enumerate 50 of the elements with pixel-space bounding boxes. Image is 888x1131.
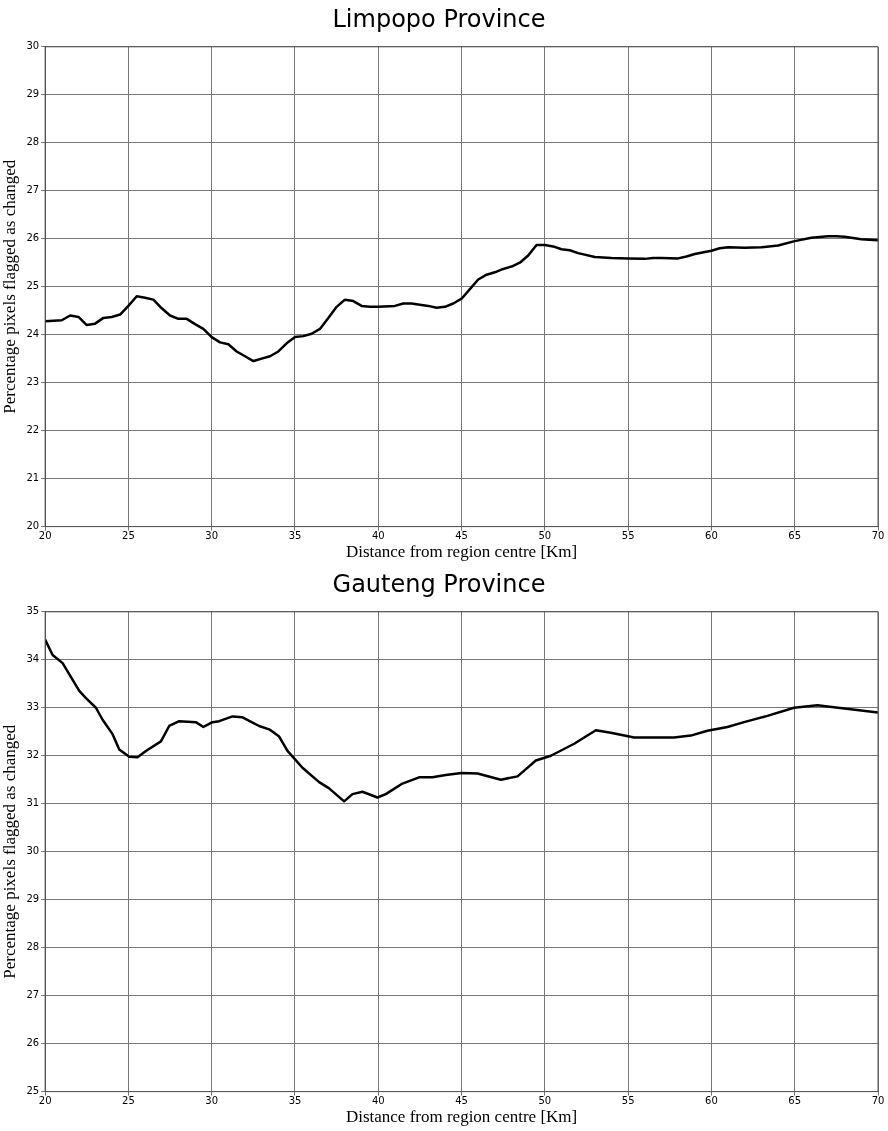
x-tick-label: 35 [288,1095,302,1107]
y-tick-label: 26 [26,1037,40,1049]
y-tick-label: 29 [26,893,40,905]
x-tick-label: 20 [38,1095,52,1107]
x-tick-label: 20 [38,530,52,542]
y-tick-label: 30 [26,845,40,857]
x-axis-title: Distance from region centre [Km] [345,542,578,562]
y-tick-label: 23 [26,376,40,388]
x-tick-label: 45 [455,1095,468,1107]
y-tick-label: 30 [26,40,40,52]
chart-title: Gauteng Province [332,569,546,598]
x-tick-label: 70 [871,1095,885,1107]
y-tick-label: 34 [26,653,40,665]
y-tick-label: 21 [26,472,40,484]
y-tick-label: 25 [26,1085,40,1097]
x-tick-label: 30 [205,530,219,542]
y-tick-label: 27 [26,989,40,1001]
y-tick-label: 32 [26,749,40,761]
x-tick-label: 40 [371,1095,385,1107]
y-tick-label: 28 [26,941,40,953]
y-tick-label: 20 [26,520,40,532]
chart-title: Limpopo Province [332,4,546,33]
x-tick-label: 50 [538,530,552,542]
y-tick-label: 29 [26,88,40,100]
y-tick-label: 33 [26,701,40,713]
y-tick-label: 22 [26,424,40,436]
y-tick-label: 27 [26,184,40,196]
y-tick-label: 25 [26,280,40,292]
x-tick-label: 40 [371,530,385,542]
x-tick-label: 55 [621,530,635,542]
y-axis-title: Percentage pixels flagged as changed [0,724,19,979]
x-tick-label: 25 [122,530,135,542]
x-tick-label: 35 [288,530,302,542]
x-tick-label: 30 [205,1095,219,1107]
x-tick-label: 60 [705,530,718,542]
x-tick-label: 65 [788,530,802,542]
x-tick-label: 45 [455,530,468,542]
x-tick-label: 55 [621,1095,635,1107]
y-tick-label: 26 [26,232,40,244]
y-tick-label: 35 [26,605,40,617]
x-axis-title: Distance from region centre [Km] [345,1107,578,1127]
x-tick-label: 60 [705,1095,718,1107]
x-tick-label: 65 [788,1095,802,1107]
x-tick-label: 50 [538,1095,552,1107]
x-tick-label: 25 [122,1095,135,1107]
y-axis-title: Percentage pixels flagged as changed [0,159,19,414]
y-tick-label: 28 [26,136,40,148]
y-tick-label: 31 [26,797,40,809]
x-tick-label: 70 [871,530,885,542]
y-tick-label: 24 [26,328,40,340]
